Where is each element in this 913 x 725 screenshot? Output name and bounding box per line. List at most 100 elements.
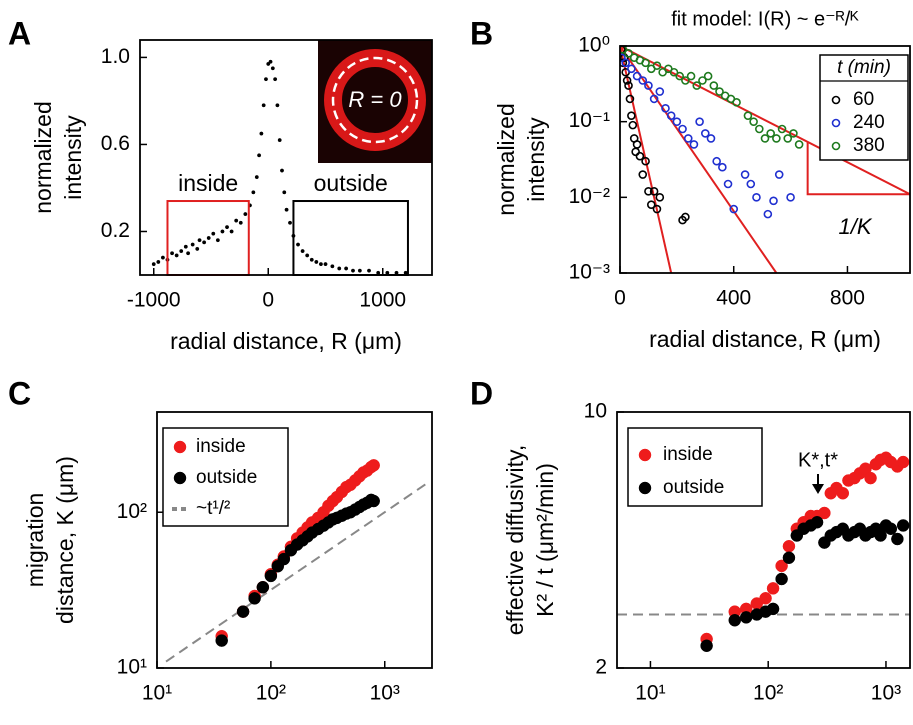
x-axis-title: time, t (min) bbox=[703, 721, 824, 725]
data-point bbox=[215, 634, 228, 647]
data-point bbox=[631, 147, 640, 157]
data-point bbox=[367, 268, 371, 273]
data-point bbox=[700, 129, 710, 138]
y-axis-title: normalized bbox=[30, 101, 56, 214]
legend-label: 380 bbox=[853, 135, 885, 156]
y-axis-title: migration bbox=[22, 493, 48, 588]
data-point bbox=[367, 459, 380, 472]
data-point bbox=[638, 170, 648, 179]
data-point bbox=[655, 193, 665, 202]
panel-letter: B bbox=[470, 15, 493, 51]
legend-box bbox=[819, 54, 909, 161]
y-tick-label: 10⁻² bbox=[569, 185, 610, 208]
x-tick-label: 0 bbox=[614, 287, 626, 310]
data-point bbox=[277, 138, 282, 143]
data-point bbox=[740, 170, 750, 179]
data-point bbox=[638, 76, 648, 85]
data-point bbox=[746, 179, 756, 189]
data-point bbox=[891, 532, 904, 546]
data-point bbox=[624, 81, 633, 90]
fit-line bbox=[620, 46, 910, 196]
data-point bbox=[170, 251, 175, 256]
data-point bbox=[641, 58, 650, 68]
legend-label: 60 bbox=[853, 89, 874, 110]
arrow-head bbox=[812, 484, 824, 494]
data-point bbox=[215, 238, 220, 243]
slope-marker bbox=[806, 142, 910, 196]
legend-label: 240 bbox=[853, 112, 885, 133]
data-point bbox=[644, 187, 653, 196]
data-point bbox=[760, 134, 770, 143]
y-tick-label: 10² bbox=[117, 500, 147, 523]
data-point bbox=[763, 209, 773, 219]
legend-label: outside bbox=[196, 467, 257, 488]
data-point bbox=[700, 639, 713, 653]
x-tick-label: 10² bbox=[753, 682, 783, 705]
data-point bbox=[270, 66, 275, 71]
data-point bbox=[620, 46, 628, 54]
data-point bbox=[620, 58, 628, 68]
panel-letter: A bbox=[8, 15, 31, 51]
data-point bbox=[211, 231, 216, 236]
data-point bbox=[698, 76, 707, 85]
data-point bbox=[775, 572, 788, 586]
data-point bbox=[692, 81, 702, 90]
data-point bbox=[786, 193, 795, 202]
data-point bbox=[337, 266, 342, 271]
data-point bbox=[884, 522, 898, 535]
plot-frame bbox=[616, 411, 911, 669]
reference-line bbox=[165, 481, 429, 663]
data-point bbox=[794, 140, 804, 149]
data-point bbox=[323, 262, 328, 267]
data-point bbox=[729, 204, 739, 214]
data-point bbox=[728, 614, 742, 627]
legend-label: outside bbox=[663, 477, 724, 498]
data-point bbox=[300, 249, 305, 254]
x-axis-title: radial distance, R (μm) bbox=[170, 328, 402, 354]
data-point bbox=[195, 246, 200, 251]
data-point bbox=[675, 71, 685, 81]
x-tick-label: 10³ bbox=[871, 682, 901, 705]
data-point bbox=[236, 605, 250, 618]
data-point bbox=[367, 494, 380, 508]
panel-letter: D bbox=[470, 375, 493, 411]
data-point bbox=[896, 455, 910, 469]
data-point bbox=[789, 129, 798, 138]
data-point bbox=[678, 124, 687, 134]
data-point bbox=[261, 103, 266, 108]
data-point bbox=[655, 87, 665, 96]
data-point bbox=[772, 134, 781, 143]
plot-area bbox=[620, 46, 910, 273]
data-point bbox=[625, 94, 635, 104]
legend-label: ~t¹/² bbox=[196, 498, 230, 519]
x-tick-label: 0 bbox=[262, 289, 274, 312]
data-point bbox=[330, 264, 335, 269]
data-point bbox=[190, 242, 195, 247]
y-axis-title: intensity bbox=[60, 115, 86, 200]
data-point bbox=[288, 220, 292, 225]
data-point bbox=[627, 64, 636, 74]
data-point bbox=[277, 552, 291, 566]
legend-box bbox=[627, 427, 763, 507]
data-point bbox=[672, 117, 682, 126]
data-point bbox=[681, 76, 690, 85]
annotation: 1/K bbox=[838, 214, 872, 239]
data-point bbox=[197, 238, 202, 243]
legend-marker bbox=[831, 141, 841, 151]
legend-marker bbox=[638, 481, 652, 495]
plot-frame bbox=[619, 45, 911, 274]
data-point bbox=[248, 592, 261, 605]
data-point bbox=[783, 134, 793, 143]
data-point bbox=[254, 175, 259, 180]
data-point bbox=[344, 266, 349, 271]
data-point bbox=[627, 111, 636, 120]
data-point bbox=[632, 140, 642, 149]
data-point bbox=[264, 77, 268, 82]
data-point bbox=[689, 140, 699, 149]
data-point bbox=[225, 225, 229, 230]
data-point bbox=[649, 94, 659, 104]
data-point bbox=[652, 204, 662, 214]
data-point bbox=[766, 129, 775, 138]
data-point bbox=[622, 76, 632, 85]
inset-label: R = 0 bbox=[348, 87, 402, 112]
